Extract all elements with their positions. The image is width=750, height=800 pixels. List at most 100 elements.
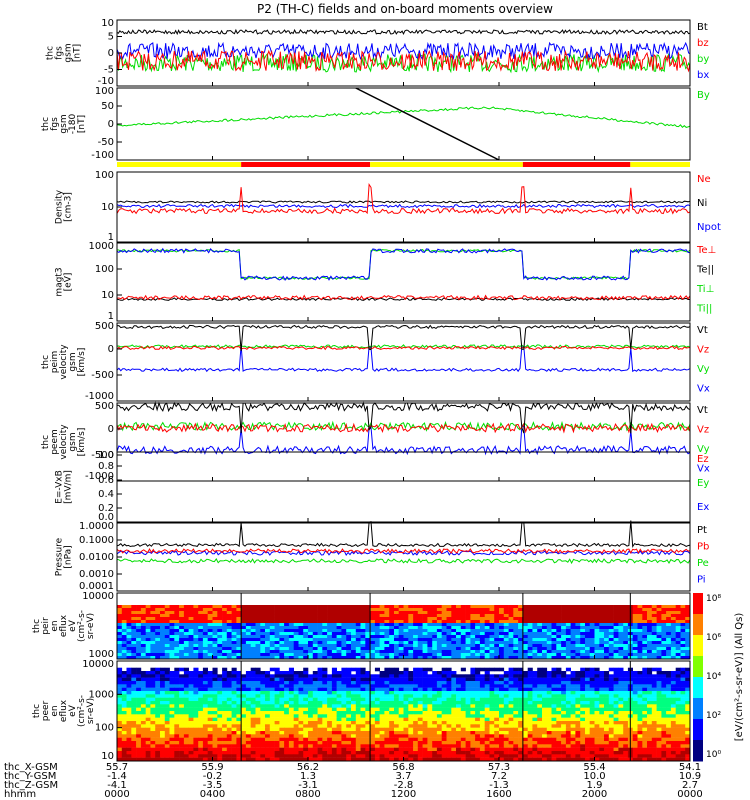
ylabel-line: [nT] (77, 115, 87, 133)
legend-item: Bt (697, 22, 708, 33)
colorbar-tick: 10² (706, 711, 721, 721)
footer-label: thc_Z-GSM (4, 780, 58, 791)
ytick-label: 0.0 (98, 512, 114, 523)
ylabel-line: Pressure (55, 537, 65, 576)
legend-item: by (697, 54, 709, 65)
ylabel-line: -180 (68, 114, 78, 135)
ylabel-fgs2: thc fgs gsm -180 [nT] (41, 114, 87, 135)
ytick-label: 0 (108, 48, 114, 59)
ylabel-line: gsm (59, 114, 69, 133)
mode-segment (117, 162, 242, 167)
ylabel-peer: thc peer en eflux eV (cm²-s-sr-eV) (32, 695, 96, 727)
footer-label: 7.2 (491, 771, 507, 782)
ytick-label: 10000 (82, 659, 114, 670)
ytick-label: 0 (108, 344, 114, 355)
panel-density: Density [cm-3] 100 10 1 Ne Ni Npot (55, 170, 721, 243)
panel-peir: thc peir en eflux eV (cm²-s-sr-eV) 10000 1000 (32, 591, 691, 660)
legend-item: Pe (697, 558, 709, 569)
ylabel-line: E=-VxB (55, 470, 65, 504)
ytick-label: 0 (108, 424, 114, 435)
footer-label: -2.8 (394, 780, 414, 791)
ytick-label: 100 (95, 723, 114, 734)
ylabel-line: [nT] (73, 44, 83, 62)
footer-label: 0400 (200, 789, 225, 800)
footer-label: -3.5 (203, 780, 223, 791)
panel-pressure: Pressure [nPa] 1.0000 0.1000 0.0100 0.00100.0… (55, 520, 709, 592)
plot-area-fgs (116, 28, 691, 74)
legend-item: Te|| (696, 264, 714, 275)
legend-item: Ni (697, 198, 707, 209)
ylabel-line: thc (41, 117, 51, 131)
footer-label: thc_Y-GSM (4, 771, 56, 782)
ytick-label: -100 (91, 150, 114, 161)
ytick-label: 0.0010 (79, 569, 114, 580)
colorbar-tick: 10⁴ (706, 672, 721, 682)
footer-label: -1.3 (489, 780, 509, 791)
panel-peemvel: thc peem velocity gsm [km/s]5000-500-1000VtV… (41, 401, 710, 482)
plot-title: P2 (TH-C) fields and on-board moments ov… (257, 2, 553, 16)
legend-item: Ti|| (696, 303, 712, 314)
panel-frame (116, 402, 691, 482)
footer-label: 1.9 (587, 780, 603, 791)
ylabel-line: thc (41, 435, 51, 449)
ytick-label: 100 (95, 264, 114, 275)
ytick-label: 5 (108, 32, 114, 43)
ylabel-fgs: thc fgs gsm [nT] (46, 43, 83, 62)
ylabel-line: eflux (59, 614, 69, 637)
colorbar-tick: 10⁶ (706, 633, 721, 643)
ylabel-pressure: Pressure [nPa] (55, 537, 74, 576)
legend-item: bz (697, 38, 709, 49)
footer-label: 55.4 (583, 762, 605, 773)
ytick-label: 500 (95, 401, 114, 412)
panel-fgs2: thc fgs gsm -180 [nT] 100 50 0 -50 -100 By (41, 86, 710, 167)
legend-temp: Te⊥ Te|| Ti⊥ Ti|| (696, 245, 716, 314)
colorbar: 10⁸ 10⁶ 10⁴ 10² 10⁰ [eV/(cm²-s-sr-eV)] (All Q… (693, 593, 745, 762)
ylabel-line: thc (32, 619, 42, 633)
ytick-label: 0.2 (98, 503, 114, 514)
ylabel-line: (cm²-s- (77, 610, 87, 642)
ytick-label: 10 (101, 202, 114, 213)
ytick-label: -500 (91, 450, 114, 461)
footer-label: 54.1 (679, 762, 701, 773)
footer-label: 55.9 (201, 762, 223, 773)
ylabel-line: gsm (64, 43, 74, 62)
plot-area-peer (117, 661, 691, 762)
plot-area-temp (116, 247, 691, 302)
panel-frame (116, 242, 691, 322)
colorbar-swatch (693, 740, 703, 762)
footer-label: 56.8 (392, 762, 414, 773)
colorbar-swatch (693, 635, 703, 657)
legend-fgs2: By (697, 90, 710, 101)
ylabel-line: eflux (59, 699, 69, 722)
ytick-label: 10000 (82, 591, 114, 602)
ytick-label: 0.6 (98, 475, 114, 486)
plot-area-peimvel (116, 324, 691, 373)
footer-label: 0000 (677, 789, 702, 800)
footer-label: 3.7 (396, 771, 412, 782)
ytick-label: 0 (108, 119, 114, 130)
ylabel-line: [km/s] (77, 348, 87, 377)
panel-fgs: thc fgs gsm [nT] 10 5 0 -5-10 Bt bz by bx (46, 18, 710, 87)
legend-fgs: Bt bz by bx (697, 22, 709, 81)
legend-item: Ey (697, 478, 709, 489)
legend-item: By (697, 90, 710, 101)
footer-label: 55.7 (106, 762, 128, 773)
ytick-label: 100 (95, 170, 114, 181)
panel-frame (116, 522, 691, 592)
plot-area-peemvel (116, 401, 691, 456)
ylabel-line: [km/s] (77, 428, 87, 457)
panel-frame (116, 451, 691, 523)
ylabel-line: velocity (59, 344, 69, 380)
legend-item: Pi (697, 575, 706, 586)
legend-item: Vx (697, 383, 710, 394)
colorbar-tick: 10⁰ (706, 750, 721, 760)
ytick-label: 50 (101, 101, 114, 112)
ylabel-temp: magt3 [eV] (55, 267, 74, 296)
ylabel-line: gsm (68, 352, 78, 371)
ytick-label: -10 (98, 76, 114, 87)
legend-item: Vz (697, 344, 709, 355)
legend-item: Npot (697, 222, 721, 233)
panel-peer: thc peer en eflux eV (cm²-s-sr-eV) 10000 1000 10… (32, 659, 691, 762)
